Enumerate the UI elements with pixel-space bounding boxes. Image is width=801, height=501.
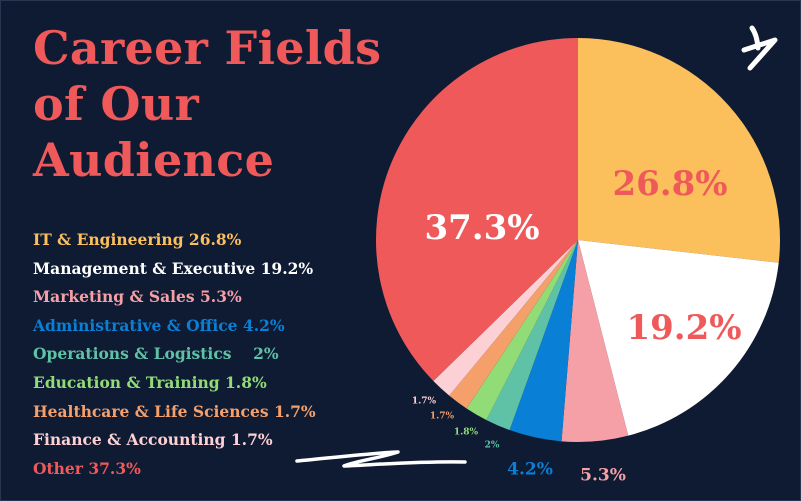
pie-slice-administrative-office (509, 240, 578, 442)
squiggle-decoration (295, 450, 467, 468)
title-line-2: of Our (33, 77, 200, 131)
title-line-1: Career Fields (33, 21, 382, 75)
pie-slice-operations-logistics (486, 240, 578, 431)
pie-data-label-healthcare-life-sciences: 1.7% (430, 412, 455, 422)
pie-labels: 26.8% 19.2% 5.3% 4.2% 2% 1.8% 1.7% 1.7% 37.3% (412, 164, 742, 486)
pie-data-label-administrative-office: 4.2% (507, 460, 553, 480)
pie-data-label-management-executive: 19.2% (626, 308, 741, 348)
legend-item-marketing-sales: Marketing & Sales 5.3% (33, 287, 242, 307)
legend-item-education-training: Education & Training 1.8% (33, 372, 267, 392)
pie-data-label-other: 37.3% (424, 208, 539, 248)
title-line-3: Audience (33, 133, 275, 187)
legend-item-management-executive: Management & Executive 19.2% (33, 258, 314, 278)
brand-logo-icon (741, 25, 778, 71)
legend: IT & Engineering 26.8% Management & Exec… (33, 226, 353, 483)
pie-slice-other (375, 38, 578, 382)
pie-slice-it-engineering (578, 37, 781, 263)
legend-item-other: Other 37.3% (33, 458, 141, 478)
legend-item-finance-accounting: Finance & Accounting 1.7% (33, 430, 273, 450)
pie-data-label-education-training: 1.8% (454, 428, 479, 438)
pie-slice-management-executive (578, 240, 779, 436)
pie-slice-education-training (466, 240, 578, 420)
legend-item-it-engineering: IT & Engineering 26.8% (33, 230, 242, 249)
pie-slice-finance-accounting (433, 240, 578, 396)
pie-slices (375, 37, 781, 443)
pie-data-label-marketing-sales: 5.3% (580, 466, 626, 486)
legend-item-administrative-office: Administrative & Office 4.2% (33, 315, 285, 335)
pie-slice-marketing-sales (561, 240, 629, 443)
pie-data-label-it-engineering: 26.8% (612, 164, 727, 204)
pie-data-label-finance-accounting: 1.7% (412, 397, 437, 407)
chart-title: Career Fields of Our Audience (33, 20, 433, 188)
legend-item-operations-logistics: Operations & Logistics 2% (33, 344, 279, 364)
pie-data-label-operations-logistics: 2% (485, 441, 500, 451)
pie-slice-healthcare-life-sciences (449, 240, 578, 409)
legend-item-healthcare-life-sciences: Healthcare & Life Sciences 1.7% (33, 401, 316, 421)
